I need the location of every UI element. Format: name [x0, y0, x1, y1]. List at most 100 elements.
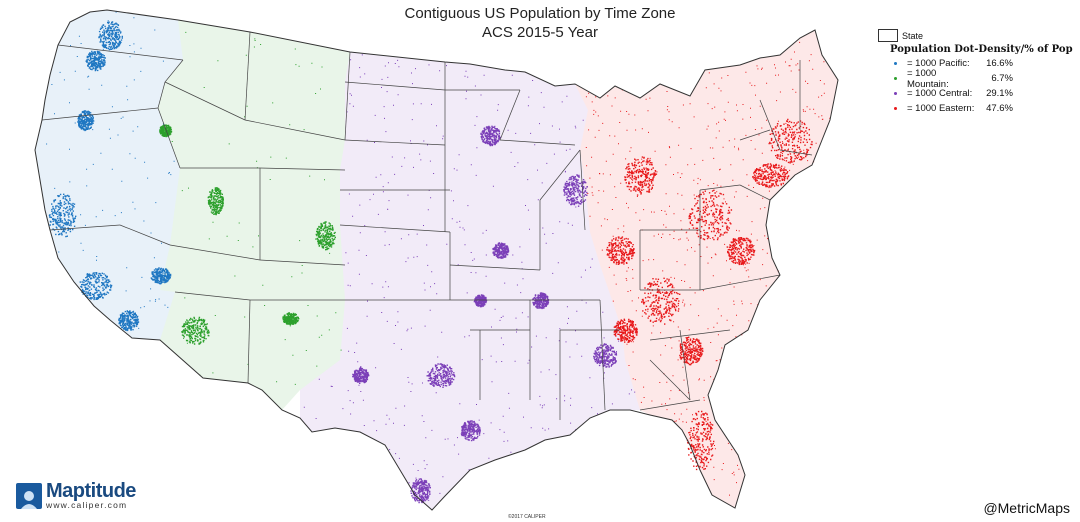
us-outline	[34, 9, 839, 511]
pacific-metro-cluster	[77, 110, 95, 132]
state-border	[259, 259, 346, 266]
state-border	[739, 184, 771, 201]
legend-item-central: = 1000 Central: 29.1%	[878, 87, 1073, 100]
brand-url: www.caliper.com	[46, 500, 128, 510]
map-title: Contiguous US Population by Time Zone	[404, 5, 676, 22]
state-border	[679, 329, 691, 401]
state-border	[49, 224, 121, 231]
central-metro-cluster	[352, 367, 370, 384]
legend-item-pct: 47.6%	[986, 103, 1013, 114]
state-border	[699, 274, 781, 291]
pacific-metro-cluster	[150, 267, 172, 285]
state-border	[639, 399, 701, 411]
central-dot-swatch	[894, 92, 897, 95]
central-metro-cluster	[460, 420, 481, 442]
legend: State Population Dot-Density/% of Pop = …	[878, 29, 1073, 115]
state-border	[599, 299, 606, 411]
central-metro-cluster	[532, 292, 550, 310]
mountain-metro-cluster	[159, 124, 173, 138]
legend-item-pct: 6.7%	[991, 73, 1013, 84]
mountain-metro-cluster	[282, 312, 300, 326]
state-border	[259, 167, 346, 171]
eastern-metro-cluster	[613, 318, 638, 343]
state-border	[164, 81, 246, 121]
mountain-metro-cluster	[315, 221, 336, 251]
eastern-dot-swatch	[894, 107, 897, 110]
state-border	[739, 129, 771, 141]
central-metro-cluster	[410, 478, 431, 504]
central-metro-cluster	[492, 242, 510, 259]
legend-state-entry: State	[878, 29, 1073, 42]
time-zone-regions	[35, 10, 838, 510]
legend-heading: Population Dot-Density/% of Pop	[890, 44, 1073, 55]
state-border	[344, 81, 446, 91]
central-metro-cluster	[426, 363, 456, 388]
legend-item-pacific: = 1000 Pacific: 16.6%	[878, 57, 1073, 70]
eastern-metro-cluster	[726, 237, 756, 266]
mountain-metro-cluster	[207, 187, 224, 216]
state-border	[759, 99, 781, 151]
state-border	[499, 89, 521, 141]
central-metro-cluster	[474, 294, 488, 308]
pacific-metro-cluster	[98, 21, 123, 51]
eastern-metro-cluster	[679, 336, 704, 366]
state-border	[649, 329, 731, 341]
mountain-metro-cluster	[181, 316, 210, 345]
state-border	[169, 244, 261, 261]
pacific-metro-cluster	[118, 310, 140, 332]
legend-item-eastern: = 1000 Eastern: 47.6%	[878, 102, 1073, 115]
state-border	[244, 119, 346, 141]
author-handle: @MetricMaps	[983, 500, 1070, 516]
state-border	[41, 107, 159, 121]
pacific-dot-swatch	[894, 62, 897, 65]
copyright: ©2017 CALIPER	[508, 514, 546, 520]
legend-items: = 1000 Pacific: 16.6% = 1000 Mountain: 6…	[878, 57, 1073, 115]
mountain-dot-swatch	[894, 77, 897, 80]
eastern-metro-cluster	[752, 163, 790, 189]
legend-item-pct: 16.6%	[986, 58, 1013, 69]
legend-item-label: = 1000 Pacific:	[907, 58, 970, 69]
legend-state-label: State	[902, 30, 924, 41]
state-border	[344, 139, 446, 146]
state-border	[244, 31, 251, 121]
state-border	[699, 184, 741, 191]
maptitude-logo: Maptitude www.caliper.com	[16, 481, 136, 510]
mountain-zone-region	[158, 20, 350, 410]
state-border	[344, 51, 351, 141]
pacific-zone-region	[35, 10, 183, 340]
state-border	[649, 359, 691, 401]
state-borders	[41, 31, 813, 420]
map-subtitle: ACS 2015-5 Year	[482, 24, 598, 41]
eastern-metro-cluster	[606, 236, 636, 265]
central-metro-cluster	[480, 125, 502, 147]
eastern-zone-region	[575, 30, 838, 508]
state-border	[579, 149, 586, 231]
state-border	[779, 149, 813, 156]
state-border	[157, 107, 181, 169]
brand-name: Maptitude	[46, 480, 136, 502]
state-border	[174, 291, 251, 301]
metro-clusters	[48, 21, 813, 504]
state-border	[57, 44, 184, 61]
state-swatch	[878, 29, 898, 42]
legend-item-label: = 1000 Mountain:	[907, 67, 949, 90]
state-border	[539, 149, 581, 201]
state-border	[119, 224, 171, 246]
pacific-metro-cluster	[85, 50, 106, 72]
state-border	[339, 224, 451, 233]
legend-item-label: = 1000 Central:	[907, 88, 973, 99]
legend-item-label: = 1000 Eastern:	[907, 103, 975, 114]
pacific-metro-cluster	[79, 272, 113, 301]
legend-item-pct: 29.1%	[986, 88, 1013, 99]
state-border	[247, 299, 251, 384]
eastern-metro-cluster	[768, 118, 813, 164]
globe-head-icon	[16, 482, 42, 509]
eastern-metro-cluster	[624, 156, 658, 196]
state-border	[499, 139, 576, 146]
central-zone-region	[300, 52, 640, 510]
eastern-metro-cluster	[641, 277, 681, 325]
central-metro-cluster	[593, 343, 618, 368]
state-border	[449, 264, 541, 271]
legend-item-mountain: = 1000 Mountain: 6.7%	[878, 68, 1073, 90]
